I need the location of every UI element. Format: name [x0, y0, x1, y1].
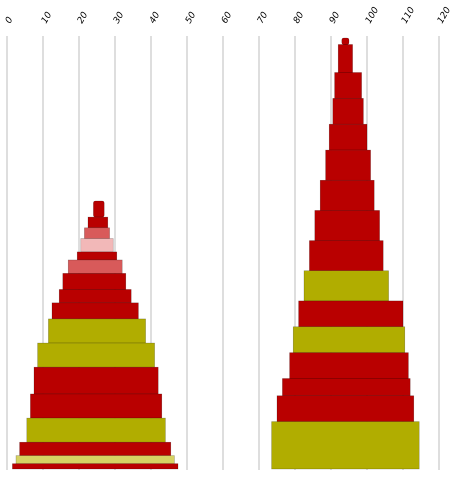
band: [84, 227, 110, 239]
band: [309, 240, 384, 271]
band: [58, 289, 132, 304]
band: [303, 270, 389, 302]
tick-label: 100: [364, 5, 381, 25]
band: [332, 98, 364, 125]
band: [15, 455, 175, 464]
band: [319, 179, 375, 211]
band: [292, 326, 406, 353]
band: [341, 37, 350, 45]
band: [51, 302, 139, 320]
band: [328, 123, 368, 151]
band: [12, 463, 179, 470]
band: [26, 417, 166, 443]
band: [67, 259, 123, 274]
band: [314, 210, 380, 241]
column-1: [12, 200, 179, 470]
tick-label: 20: [76, 10, 91, 25]
tick-label: 30: [112, 10, 127, 25]
band: [33, 366, 159, 395]
tick-label: 110: [400, 5, 417, 25]
band: [62, 273, 127, 290]
tick-labels: 0 10 20 30 40 50 60 70 80 90 100 110 120: [4, 5, 452, 25]
band: [298, 300, 404, 328]
bands: [12, 37, 420, 470]
tick-label: 0: [4, 15, 16, 25]
tick-label: 10: [40, 10, 55, 25]
tick-label: 50: [184, 10, 199, 25]
band: [87, 216, 109, 229]
band: [334, 72, 362, 99]
band: [37, 342, 155, 368]
band: [337, 44, 353, 73]
band: [19, 441, 172, 456]
tick-label: 120: [436, 5, 452, 25]
band: [93, 200, 105, 218]
tick-label: 90: [328, 10, 343, 25]
band: [48, 318, 146, 344]
band: [325, 149, 371, 181]
band: [282, 378, 411, 396]
tick-label: 70: [256, 10, 271, 25]
band: [76, 251, 118, 261]
tick-label: 80: [292, 10, 307, 25]
column-2: [271, 37, 420, 470]
band: [289, 352, 409, 379]
tick-label: 60: [220, 10, 235, 25]
band: [30, 393, 163, 419]
tick-label: 40: [148, 10, 163, 25]
band: [276, 395, 415, 422]
band: [271, 421, 420, 470]
band: [80, 238, 114, 253]
